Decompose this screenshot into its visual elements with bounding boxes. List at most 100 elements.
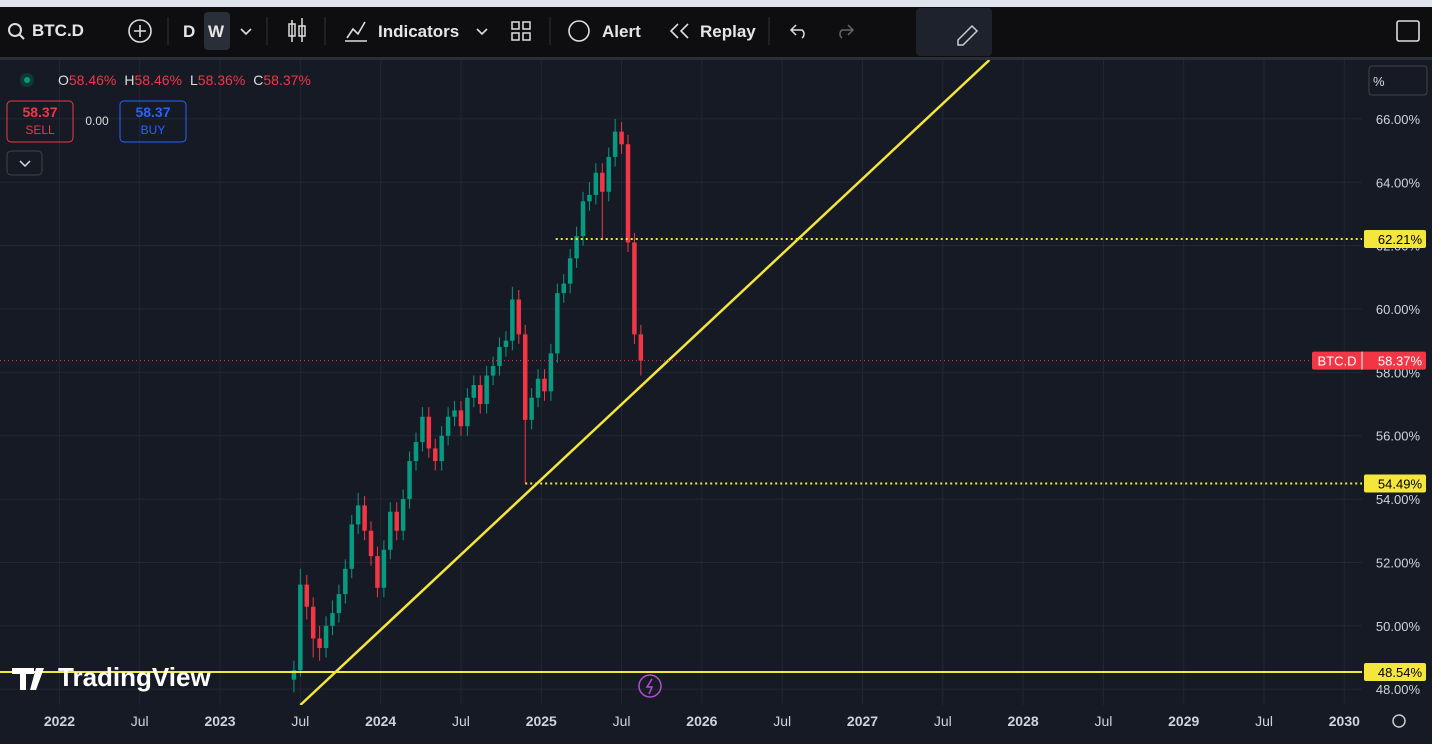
ohlc-value: 58.46% [135,72,182,88]
candle-body [304,584,310,607]
y-tick-label: 48.00% [1376,682,1421,697]
status-dot [20,73,34,87]
candle-body [567,258,573,284]
sell-button[interactable] [6,100,74,143]
y-tick-label: 64.00% [1376,175,1421,190]
x-tick-label: Jul [131,713,149,729]
ohlc-value: 58.36% [198,72,245,88]
watermark: TradingView [58,662,211,692]
candle-body [612,131,618,157]
sell-label: SELL [25,123,55,137]
candle-body [433,448,438,462]
indicators-icon[interactable] [345,21,367,42]
ohlc-legend: O 58.46% H 58.46% L 58.36% C 58.37% [58,72,311,88]
undo[interactable] [789,24,805,39]
interval[interactable]: D [183,22,195,41]
add-symbol [134,25,146,37]
candle-body [600,172,605,192]
candle-body [355,505,361,525]
x-tick-label: Jul [613,713,631,729]
candle-body [574,236,579,259]
candle-body [426,416,432,449]
x-tick-label: 2029 [1168,713,1199,729]
candle-body [298,584,303,671]
last-price-label: 58.37% [1378,354,1423,369]
x-tick-label: Jul [1094,713,1112,729]
candle-body [368,530,374,557]
candle-body [561,283,567,294]
settings[interactable] [1392,714,1406,728]
x-tick-label: 2022 [44,713,75,729]
search-icon[interactable] [8,23,22,37]
buy-button[interactable] [119,100,187,143]
x-tick-label: 2028 [1008,713,1039,729]
redo[interactable] [839,24,855,39]
interval-active[interactable] [204,12,230,50]
candle-body [458,410,464,427]
level-label-bg [1364,474,1426,493]
candle-body [375,556,380,588]
events-icon[interactable] [638,674,662,698]
candle-body [529,397,534,420]
candle-body [349,524,354,569]
alert-icon[interactable] [568,20,590,42]
fullscreen[interactable] [1396,20,1420,42]
candle-body [477,385,483,405]
trendline [299,59,991,706]
time-axis [0,705,1432,739]
y-tick-label: 56.00% [1376,429,1421,444]
buy-label: BUY [141,123,166,137]
chart-type[interactable] [288,18,306,42]
dropdown[interactable] [240,28,252,36]
candle-body [413,442,419,462]
alert[interactable]: Alert [602,22,641,41]
candle-body [535,378,541,398]
y-tick-label: 50.00% [1376,619,1421,634]
ohlc-value: 58.37% [263,72,310,88]
candle-body [343,568,348,595]
y-tick-label: 54.00% [1376,492,1421,507]
x-tick-label: Jul [1255,713,1273,729]
x-tick-label: 2030 [1329,713,1360,729]
toolbar-border [0,57,1432,60]
indicators[interactable]: Indicators [378,22,459,41]
scale-mode-box[interactable] [1368,65,1428,96]
candle-body [516,299,522,335]
level-label-bg [1364,663,1426,682]
candle-body [388,511,393,550]
candle-body [310,606,316,639]
y-tick-label: 66.00% [1376,112,1421,127]
layouts[interactable] [511,21,531,41]
add-symbol[interactable] [128,19,152,43]
candle-body [336,594,342,614]
ohlc-label: H [124,72,134,88]
dropdown[interactable] [476,28,488,36]
candle-body [625,144,631,243]
x-tick-label: 2027 [847,713,878,729]
ohlc-label: O [58,72,69,88]
candle-body [317,638,322,648]
candle-body [542,378,547,392]
x-tick-label: 2026 [686,713,717,729]
candle-body [407,461,412,500]
candle-body [484,375,489,405]
scale-mode[interactable]: % [1373,74,1385,89]
candle-body [439,435,444,462]
symbol[interactable]: BTC.D [32,21,84,40]
sell-price: 58.37 [22,104,57,120]
interval[interactable]: W [208,22,225,41]
collapse-button[interactable] [6,150,43,176]
candle-body [452,410,457,417]
candle-body [548,353,554,392]
drawing-tool[interactable] [957,24,979,46]
level-label: 54.49% [1378,477,1423,492]
candle-body [291,670,297,680]
ohlc-label: C [253,72,263,88]
price-label-bg [1312,351,1426,370]
level-label-bg [1364,229,1426,248]
replay-icon[interactable] [669,23,689,39]
x-tick-label: Jul [934,713,952,729]
replay[interactable]: Replay [700,22,756,41]
